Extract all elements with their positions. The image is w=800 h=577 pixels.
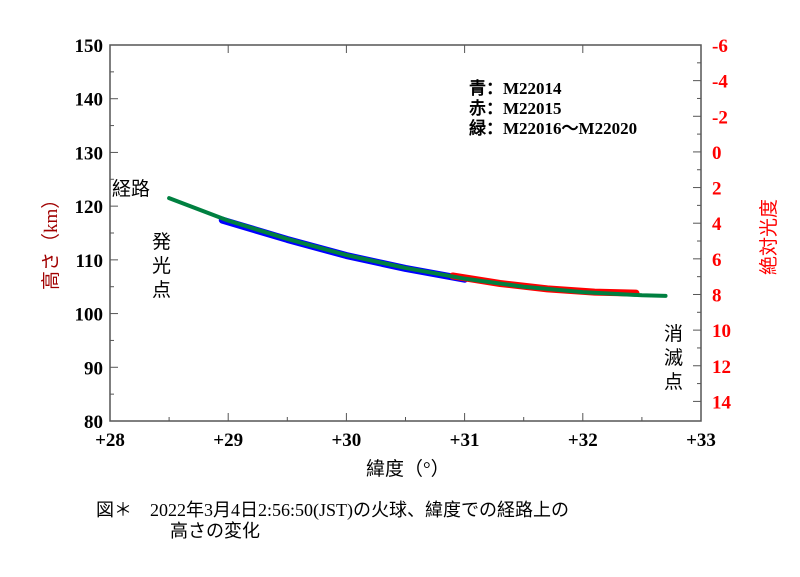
caption: 図＊ 2022年3月4日2:56:50(JST)の火球、緯度での経路上の 高さの… bbox=[96, 500, 569, 542]
x-tick-label: +30 bbox=[331, 430, 361, 451]
y2-tick-label: 0 bbox=[712, 143, 722, 164]
x-tick-label: +29 bbox=[213, 430, 243, 451]
y2-tick-label: 4 bbox=[712, 214, 722, 235]
data-point bbox=[167, 196, 171, 200]
y-tick-label: 120 bbox=[75, 197, 104, 218]
path-label: 経路 bbox=[112, 178, 150, 200]
series-M22016〜M22020 bbox=[167, 196, 668, 298]
y2-tick-label: 14 bbox=[712, 392, 732, 413]
y2-tick-label: 10 bbox=[712, 321, 731, 342]
data-point bbox=[344, 253, 348, 257]
y-tick-label: 130 bbox=[75, 143, 104, 164]
y2-axis-label: 絶対光度 bbox=[758, 199, 780, 275]
x-tick-label: +28 bbox=[95, 430, 125, 451]
end-label: 消滅点 bbox=[664, 323, 683, 393]
data-point bbox=[285, 237, 289, 241]
y2-tick-label: 12 bbox=[712, 357, 731, 378]
x-axis-label: 緯度（°） bbox=[366, 458, 450, 480]
legend-2: 赤：M22015 bbox=[469, 98, 562, 118]
y2-tick-label: -2 bbox=[712, 107, 728, 128]
caption-line-2: 高さの変化 bbox=[170, 521, 260, 541]
x-tick-label: +33 bbox=[686, 430, 716, 451]
y2-tick-label: 8 bbox=[712, 285, 722, 306]
legend-3: 緑：M22016〜M22020 bbox=[469, 118, 637, 138]
y-axis-label: 高さ（km） bbox=[40, 190, 62, 290]
data-point bbox=[463, 277, 467, 281]
y-tick-label: 90 bbox=[84, 358, 103, 379]
y2-tick-label: -6 bbox=[712, 36, 728, 57]
y-tick-label: 150 bbox=[75, 36, 104, 57]
data-point bbox=[664, 294, 668, 298]
y-tick-label: 110 bbox=[76, 251, 103, 272]
legend-1: 青：M22014 bbox=[469, 78, 562, 98]
y-tick-label: 100 bbox=[75, 305, 104, 326]
data-point bbox=[581, 290, 585, 294]
y2-tick-label: -4 bbox=[712, 72, 728, 93]
x-tick-label: +32 bbox=[568, 430, 598, 451]
y-tick-label: 140 bbox=[75, 90, 104, 111]
data-point bbox=[522, 285, 526, 289]
data-point bbox=[226, 219, 230, 223]
start-label: 発光点 bbox=[152, 231, 171, 301]
data-point bbox=[640, 293, 644, 297]
y2-tick-label: 2 bbox=[712, 179, 722, 200]
y2-tick-label: 6 bbox=[712, 250, 722, 271]
plot-frame bbox=[109, 44, 702, 422]
caption-line-1: 図＊ 2022年3月4日2:56:50(JST)の火球、緯度での経路上の bbox=[96, 500, 569, 520]
x-tick-label: +31 bbox=[450, 430, 480, 451]
y-tick-label: 80 bbox=[84, 412, 103, 433]
data-point bbox=[404, 266, 407, 270]
